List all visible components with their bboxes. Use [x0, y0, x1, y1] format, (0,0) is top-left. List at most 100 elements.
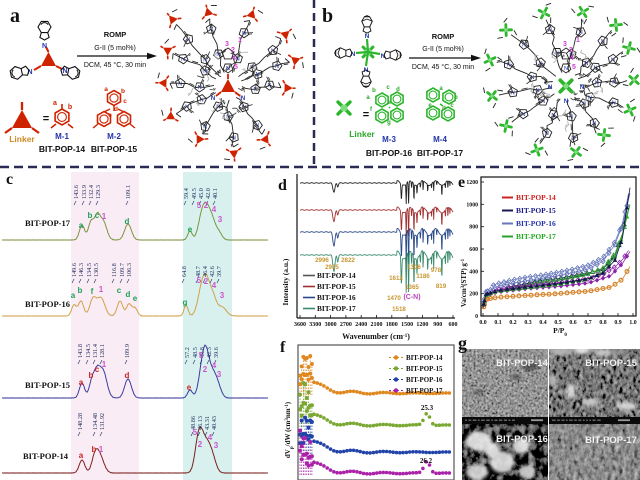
svg-text:N: N: [611, 57, 615, 63]
svg-text:N: N: [564, 99, 568, 105]
svg-text:43.31: 43.31: [204, 416, 211, 430]
svg-text:f: f: [370, 107, 373, 113]
svg-text:1: 1: [576, 37, 580, 44]
svg-text:128.1: 128.1: [99, 344, 106, 358]
svg-text:N: N: [522, 42, 526, 48]
svg-text:BIT-POP-15: BIT-POP-15: [317, 282, 356, 291]
svg-text:g: g: [183, 298, 188, 307]
svg-text:N: N: [585, 61, 589, 67]
svg-text:N: N: [601, 39, 605, 45]
svg-text:c: c: [6, 171, 13, 188]
svg-text:a: a: [71, 291, 76, 300]
svg-text:e: e: [187, 383, 192, 392]
svg-text:a: a: [79, 221, 84, 230]
svg-text:0.5: 0.5: [554, 320, 561, 326]
svg-text:1200: 1200: [416, 322, 428, 328]
svg-text:3000: 3000: [325, 322, 337, 328]
svg-text:40.43: 40.43: [211, 416, 218, 430]
svg-text:BIT-POP-17: BIT-POP-17: [317, 304, 356, 313]
svg-text:BIT-POP-16: BIT-POP-16: [496, 434, 548, 445]
svg-text:BIT-POP-16: BIT-POP-16: [317, 293, 356, 302]
svg-text:c: c: [386, 85, 390, 91]
svg-text:42.3: 42.3: [206, 347, 213, 358]
svg-text:149.6: 149.6: [71, 263, 78, 277]
svg-text:1: 1: [102, 212, 107, 221]
svg-text:c: c: [95, 365, 100, 374]
svg-text:BIT-POP-15: BIT-POP-15: [91, 144, 138, 154]
svg-text:N: N: [242, 31, 246, 37]
svg-text:N: N: [612, 80, 616, 86]
svg-text:dVp/dW (cm3nm-1): dVp/dW (cm3nm-1): [284, 401, 295, 458]
svg-text:b: b: [78, 286, 83, 295]
svg-text:134.5: 134.5: [86, 263, 93, 277]
svg-text:1: 1: [102, 360, 107, 369]
svg-text:BIT-POP-16: BIT-POP-16: [25, 299, 70, 309]
svg-text:Intensity (a.u.): Intensity (a.u.): [281, 258, 290, 305]
svg-text:N: N: [268, 83, 272, 89]
svg-text:a: a: [104, 86, 108, 93]
svg-text:BIT-POP-14: BIT-POP-14: [23, 451, 69, 461]
svg-text:131.92: 131.92: [99, 413, 106, 430]
svg-text:Wavenumber (cm-1): Wavenumber (cm-1): [342, 332, 410, 341]
svg-text:b: b: [322, 5, 333, 27]
svg-text:146.3: 146.3: [78, 263, 85, 277]
svg-text:5: 5: [199, 351, 204, 360]
svg-text:N: N: [203, 57, 207, 63]
svg-text:2: 2: [204, 277, 209, 286]
svg-text:42.0: 42.0: [205, 188, 212, 199]
svg-text:BIT-POP-15: BIT-POP-15: [406, 366, 443, 373]
svg-text:N: N: [381, 53, 386, 60]
svg-text:64.8: 64.8: [181, 266, 188, 277]
svg-text:N: N: [42, 43, 47, 50]
svg-text:d: d: [442, 106, 446, 112]
svg-text:116.8: 116.8: [111, 263, 118, 277]
svg-text:a: a: [366, 95, 370, 101]
svg-text:0.1: 0.1: [494, 320, 501, 326]
svg-text:N: N: [211, 96, 215, 102]
svg-text:BIT-POP-16: BIT-POP-16: [516, 219, 556, 228]
svg-text:b: b: [92, 445, 97, 454]
svg-text:2: 2: [203, 365, 208, 374]
svg-text:N: N: [203, 69, 207, 75]
svg-text:e: e: [133, 294, 138, 303]
svg-text:BIT-POP-15: BIT-POP-15: [516, 206, 556, 215]
svg-text:N: N: [226, 66, 230, 72]
svg-text:BIT-POP-15: BIT-POP-15: [25, 380, 70, 390]
svg-text:g: g: [458, 333, 467, 353]
svg-text:109.9: 109.9: [124, 344, 131, 358]
svg-text:1500: 1500: [401, 322, 413, 328]
svg-text:a: a: [79, 451, 84, 460]
svg-text:BIT-POP-14: BIT-POP-14: [516, 193, 556, 202]
svg-text:e: e: [387, 100, 391, 106]
svg-text:=: =: [363, 109, 369, 121]
svg-text:c: c: [117, 286, 122, 295]
svg-text:2: 2: [231, 47, 235, 54]
svg-text:BIT-POP-17: BIT-POP-17: [417, 148, 464, 158]
svg-text:c: c: [450, 103, 454, 109]
svg-text:N: N: [178, 81, 182, 87]
svg-text:ROMP: ROMP: [432, 32, 455, 41]
svg-text:N: N: [216, 105, 220, 111]
svg-text:N: N: [365, 33, 370, 40]
svg-text:59.4: 59.4: [183, 188, 190, 199]
svg-text:e: e: [188, 225, 193, 234]
svg-text:N: N: [594, 66, 598, 72]
svg-text:3: 3: [225, 41, 229, 48]
svg-text:G-II (5 mol%): G-II (5 mol%): [422, 46, 464, 53]
svg-text:M-2: M-2: [107, 132, 121, 141]
svg-text:5: 5: [572, 64, 576, 71]
svg-text:3: 3: [214, 441, 219, 450]
svg-text:d: d: [125, 217, 130, 226]
svg-text:b: b: [372, 88, 376, 94]
svg-text:1: 1: [99, 285, 104, 294]
svg-text:1186: 1186: [416, 273, 430, 280]
svg-text:5: 5: [234, 64, 238, 71]
svg-text:819: 819: [436, 283, 447, 290]
svg-text:2822: 2822: [341, 257, 355, 264]
svg-text:2: 2: [198, 440, 203, 449]
svg-text:e: e: [428, 103, 432, 109]
svg-text:134.48: 134.48: [92, 413, 99, 430]
svg-text:1.0: 1.0: [629, 320, 636, 326]
svg-text:25.3: 25.3: [421, 404, 434, 412]
svg-text:G-II (5 mol%): G-II (5 mol%): [94, 45, 136, 52]
